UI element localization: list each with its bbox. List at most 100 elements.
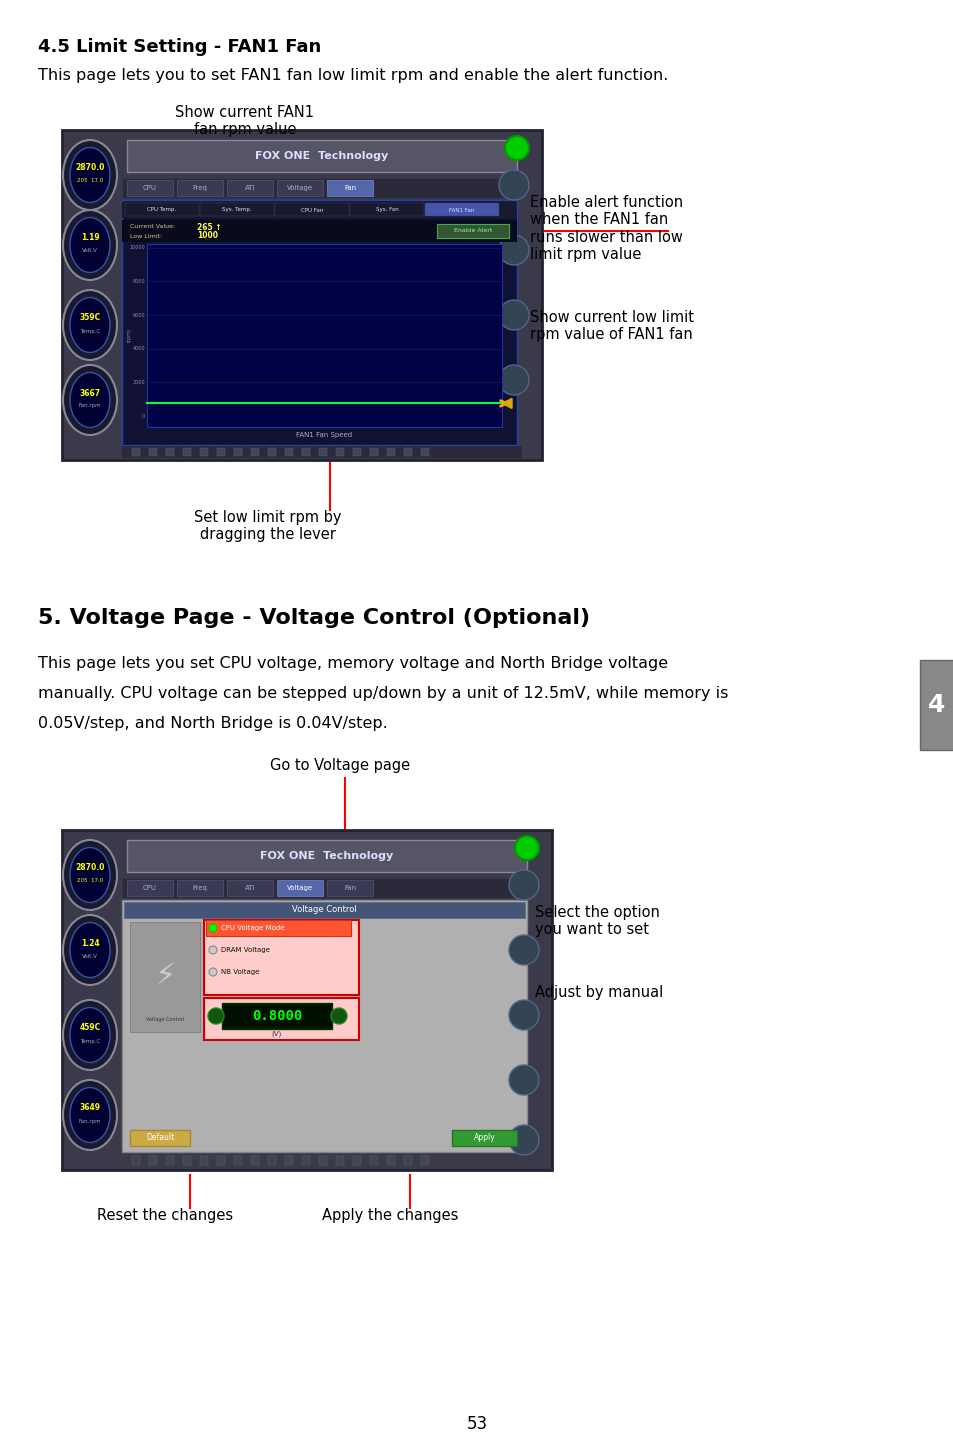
Text: 0.8000: 0.8000 [252, 1009, 302, 1024]
Text: manually. CPU voltage can be stepped up/down by a unit of 12.5mV, while memory i: manually. CPU voltage can be stepped up/… [38, 685, 727, 701]
Text: Set low limit rpm by
dragging the lever: Set low limit rpm by dragging the lever [194, 510, 341, 543]
Ellipse shape [70, 922, 110, 977]
Bar [403, 1156, 412, 1165]
Text: 1.19: 1.19 [81, 234, 99, 242]
Text: Apply: Apply [474, 1134, 496, 1143]
Text: 2870.0: 2870.0 [75, 864, 105, 873]
Text: Freq: Freq [193, 184, 207, 192]
Text: NB Voltage: NB Voltage [221, 968, 259, 974]
Text: CPU: CPU [143, 184, 157, 192]
Bar [370, 449, 377, 456]
Bar [204, 921, 358, 995]
Bar [62, 831, 552, 1170]
Text: Adjust by manual: Adjust by manual [535, 984, 662, 1000]
Bar [251, 449, 258, 456]
Bar [216, 1156, 225, 1165]
Circle shape [498, 301, 529, 330]
Bar [318, 449, 327, 456]
Text: CPU: CPU [143, 886, 157, 892]
Text: 53: 53 [466, 1416, 487, 1433]
Bar [200, 449, 208, 456]
Text: CPU Voltage Mode: CPU Voltage Mode [221, 925, 284, 931]
Circle shape [331, 1008, 347, 1024]
Text: Enable Alert: Enable Alert [454, 228, 492, 234]
Circle shape [209, 947, 216, 954]
Text: CPU Temp.: CPU Temp. [147, 208, 176, 212]
Text: FOX ONE  Technology: FOX ONE Technology [255, 151, 388, 161]
Bar [127, 180, 172, 196]
Bar [420, 1156, 429, 1165]
Bar [268, 449, 275, 456]
Text: FAN1 Fan Speed: FAN1 Fan Speed [296, 433, 353, 439]
Bar [62, 131, 541, 460]
Text: 359C: 359C [79, 314, 100, 322]
Text: Enable alert function
when the FAN1 fan
runs slower than low
limit rpm value: Enable alert function when the FAN1 fan … [530, 195, 682, 263]
Text: Show current low limit
rpm value of FAN1 fan: Show current low limit rpm value of FAN1… [530, 309, 693, 343]
Text: 459C: 459C [79, 1024, 100, 1032]
Bar [274, 203, 349, 216]
Bar [122, 878, 526, 897]
Bar [122, 221, 517, 242]
Bar [387, 449, 395, 456]
Text: Volt.V: Volt.V [82, 248, 98, 254]
Bar [166, 449, 173, 456]
Ellipse shape [63, 364, 117, 436]
Bar [122, 900, 526, 1151]
Text: This page lets you to set FAN1 fan low limit rpm and enable the alert function.: This page lets you to set FAN1 fan low l… [38, 68, 668, 83]
Circle shape [504, 136, 529, 160]
Bar [183, 1156, 191, 1165]
Bar [132, 1156, 140, 1165]
Text: FOX ONE  Technology: FOX ONE Technology [260, 851, 394, 861]
Text: Current Value:: Current Value: [130, 225, 175, 229]
Circle shape [208, 1008, 224, 1024]
Bar [251, 1156, 258, 1165]
Bar [177, 180, 223, 196]
Text: Freq: Freq [193, 886, 207, 892]
Ellipse shape [70, 218, 110, 273]
Bar [436, 224, 509, 238]
Circle shape [515, 836, 538, 860]
Bar [403, 449, 412, 456]
Text: Go to Voltage page: Go to Voltage page [270, 758, 410, 772]
Text: Voltage Control: Voltage Control [146, 1018, 184, 1022]
Bar [353, 1156, 360, 1165]
Bar [327, 180, 373, 196]
Ellipse shape [70, 148, 110, 202]
Circle shape [509, 1000, 538, 1029]
Bar [124, 902, 524, 918]
Bar [919, 661, 953, 751]
Text: ⚡: ⚡ [154, 963, 175, 992]
Text: 265 ↑: 265 ↑ [196, 222, 221, 231]
Circle shape [498, 235, 529, 266]
Bar [127, 139, 517, 171]
Circle shape [509, 935, 538, 966]
Bar [127, 841, 526, 873]
Text: 0: 0 [142, 414, 145, 418]
Bar [424, 203, 498, 216]
Ellipse shape [63, 841, 117, 910]
Text: 1000: 1000 [196, 231, 218, 241]
Bar [452, 1130, 517, 1146]
Text: 8000: 8000 [132, 279, 145, 283]
Bar [335, 449, 344, 456]
Text: Low Limit:: Low Limit: [130, 234, 162, 238]
Ellipse shape [70, 1008, 110, 1063]
Text: Fan.rpm: Fan.rpm [78, 1118, 101, 1124]
Bar [122, 179, 517, 197]
Text: 0.05V/step, and North Bridge is 0.04V/step.: 0.05V/step, and North Bridge is 0.04V/st… [38, 716, 387, 730]
Text: (V): (V) [272, 1031, 282, 1037]
Bar [183, 449, 191, 456]
Circle shape [209, 923, 216, 932]
Ellipse shape [70, 373, 110, 427]
Bar [285, 449, 293, 456]
Bar [122, 446, 521, 457]
Text: 2870.0: 2870.0 [75, 164, 105, 173]
Text: 6000: 6000 [132, 312, 145, 318]
Text: FAN1 Fan: FAN1 Fan [449, 208, 475, 212]
Text: 1.24: 1.24 [81, 938, 99, 948]
Text: 205  17.0: 205 17.0 [77, 179, 103, 183]
Bar [233, 1156, 242, 1165]
Text: 3649: 3649 [79, 1104, 100, 1112]
Bar [149, 1156, 157, 1165]
Bar [200, 1156, 208, 1165]
